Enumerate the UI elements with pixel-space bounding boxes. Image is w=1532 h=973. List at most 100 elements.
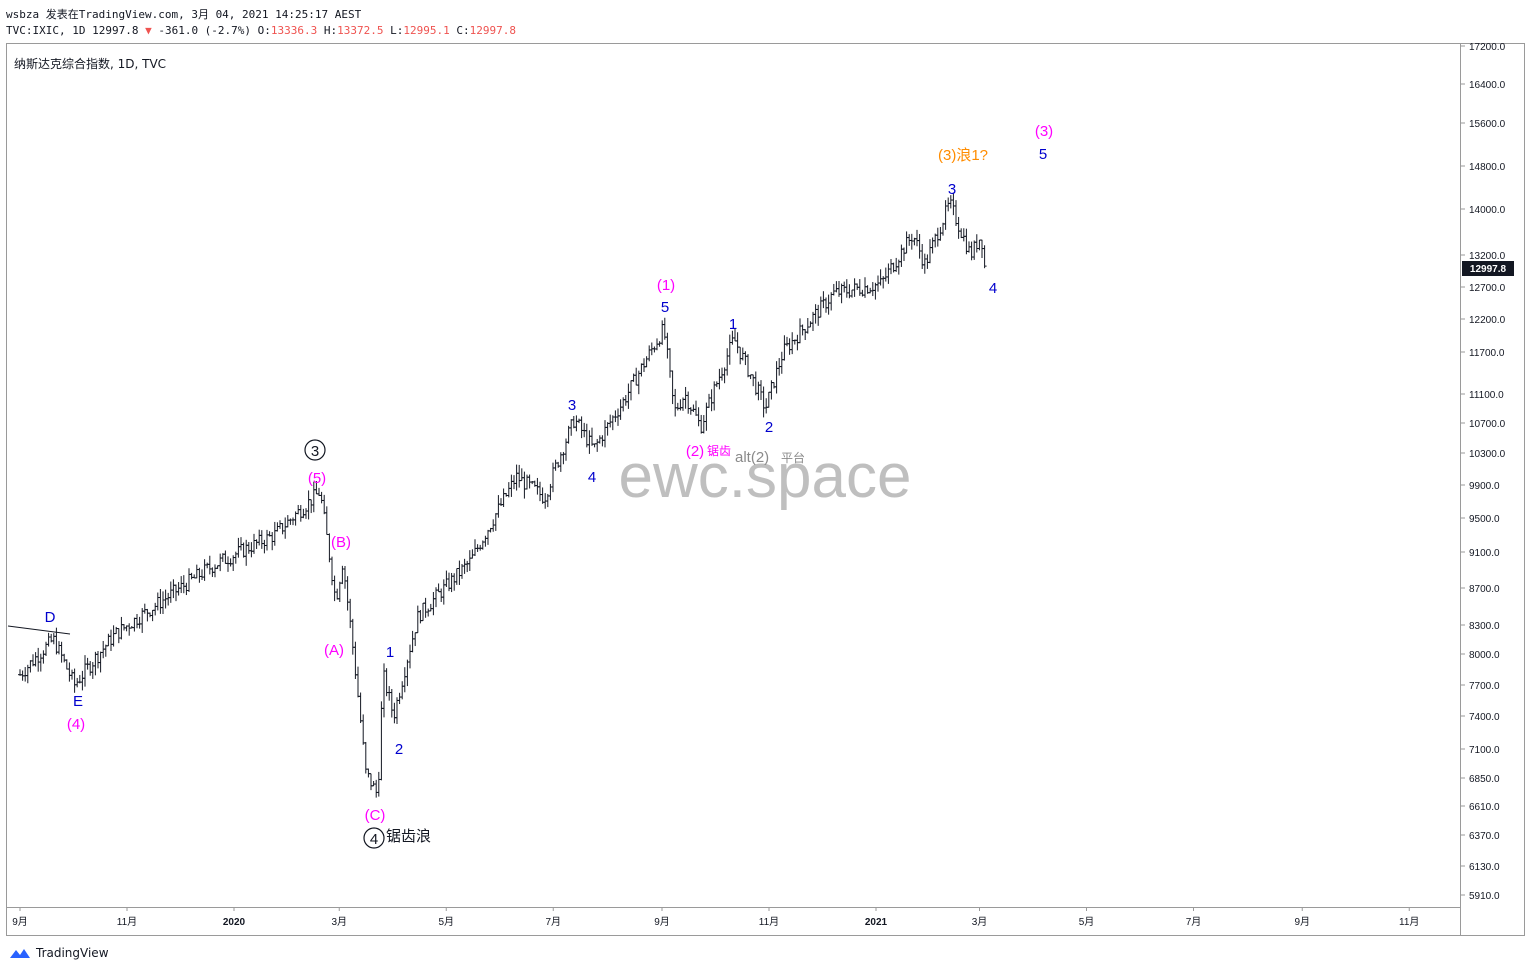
ohlc-bar [127,623,132,636]
ohlc-bar [103,644,108,657]
ohlc-bar [746,354,750,378]
ohlc-bar [707,393,711,408]
ohlc-bar [712,381,717,411]
ohlc-bar [725,348,730,376]
ohlc-bar [946,197,951,212]
wave-circle-3: 3 [311,443,319,460]
ohlc-bar [389,688,394,718]
wave-3c: 3 [948,181,956,198]
tradingview-logo-icon [10,949,30,958]
ohlc-bar [465,560,470,573]
y-tick-label: 17200.0 [1469,42,1506,53]
ohlc-bar [790,332,795,355]
ohlc-bar [928,239,932,264]
ohlc-bar [717,368,722,390]
ohlc-bar [673,388,678,417]
ohlc-bar [280,523,285,535]
low-value: 12995.1 [403,24,450,37]
ohlc-bar [551,462,555,493]
ohlc-bar [106,633,111,647]
ohlc-bar [457,560,462,585]
ohlc-bar [150,609,155,622]
ohlc-bar [350,618,355,655]
y-tick-label: 9900.0 [1469,481,1500,492]
ohlc-bar [782,335,787,361]
ohlc-bar [553,459,558,471]
ohlc-bar [514,464,519,491]
ohlc-bar [369,773,373,791]
wave-1c: 1 [729,316,737,333]
ohlc-bar [603,420,607,448]
ohlc-bar [959,228,964,239]
wave-alt2-note: 平台 [781,450,805,465]
ohlc-bar [493,513,498,531]
ohlc-bar [636,370,641,395]
wave-3b: 3 [568,397,576,414]
ohlc-bar [189,572,194,580]
ohlc-bar [584,423,589,448]
y-tick-label: 12200.0 [1469,315,1506,326]
ohlc-bar [566,425,571,444]
ohlc-bar [506,482,511,498]
ohlc-bar [343,566,347,589]
ohlc-bar [257,529,262,546]
ohlc-bar [759,380,763,401]
x-tick-label: 5月 [1079,916,1095,928]
open-value: 13336.3 [270,24,318,37]
y-tick-label: 5910.0 [1469,891,1500,902]
ohlc-bar [527,474,532,489]
ohlc-bar [894,257,899,272]
ohlc-bar [408,644,412,669]
ohlc-bar [324,506,329,536]
chart-pane[interactable] [6,43,1461,936]
ohlc-bar [93,651,98,676]
ohlc-bar [824,297,828,313]
y-tick-label: 9100.0 [1469,548,1500,559]
ohlc-bar [915,229,919,247]
high-value: 13372.5 [337,24,384,37]
trend-line[interactable] [7,625,71,635]
ohlc-bar [298,504,303,522]
ohlc-bar [23,667,28,682]
ohlc-bar [696,407,701,427]
ohlc-bar [925,254,930,269]
ohlc-bar [577,418,581,424]
ohlc-bar [535,477,540,495]
ohlc-bar [956,216,961,239]
ohlc-bar [122,624,126,631]
wave-p2: (2) [686,443,704,460]
ohlc-bar [236,537,241,558]
ohlc-bar [647,345,652,362]
y-tick-label: 8000.0 [1469,650,1500,661]
footer-brand[interactable]: TradingView [8,946,109,960]
wave-pC: (C) [365,807,386,824]
ohlc-bar [803,329,808,341]
x-tick-label: 11月 [117,916,137,928]
wave-p2-note: 锯齿 [707,443,731,458]
ohlc-bar [852,278,857,297]
ohlc-bar [876,275,880,292]
ohlc-bar [873,282,878,300]
ohlc-bar [657,341,662,347]
ohlc-bar [522,471,527,499]
ohlc-bar [626,383,631,409]
time-axis[interactable] [6,907,1461,936]
ohlc-bar [254,539,259,549]
y-tick-label: 10700.0 [1469,419,1506,430]
price-axis[interactable] [1461,43,1525,936]
wave-alt2: alt(2) [735,449,769,466]
ohlc-bar [402,667,407,693]
ohlc-bar [904,231,909,254]
ohlc-bar [608,414,613,428]
symbol-info: TVC:IXIC, 1D 12997.8 [6,24,139,37]
ohlc-bar [595,438,600,452]
ohlc-bar [441,579,446,605]
ohlc-bar [137,616,142,629]
ohlc-bar [751,374,756,387]
y-tick-label: 9500.0 [1469,514,1500,525]
ohlc-bar [205,562,210,569]
ohlc-bar [660,320,665,345]
ohlc-bar [613,410,618,423]
ohlc-bar [478,544,483,551]
